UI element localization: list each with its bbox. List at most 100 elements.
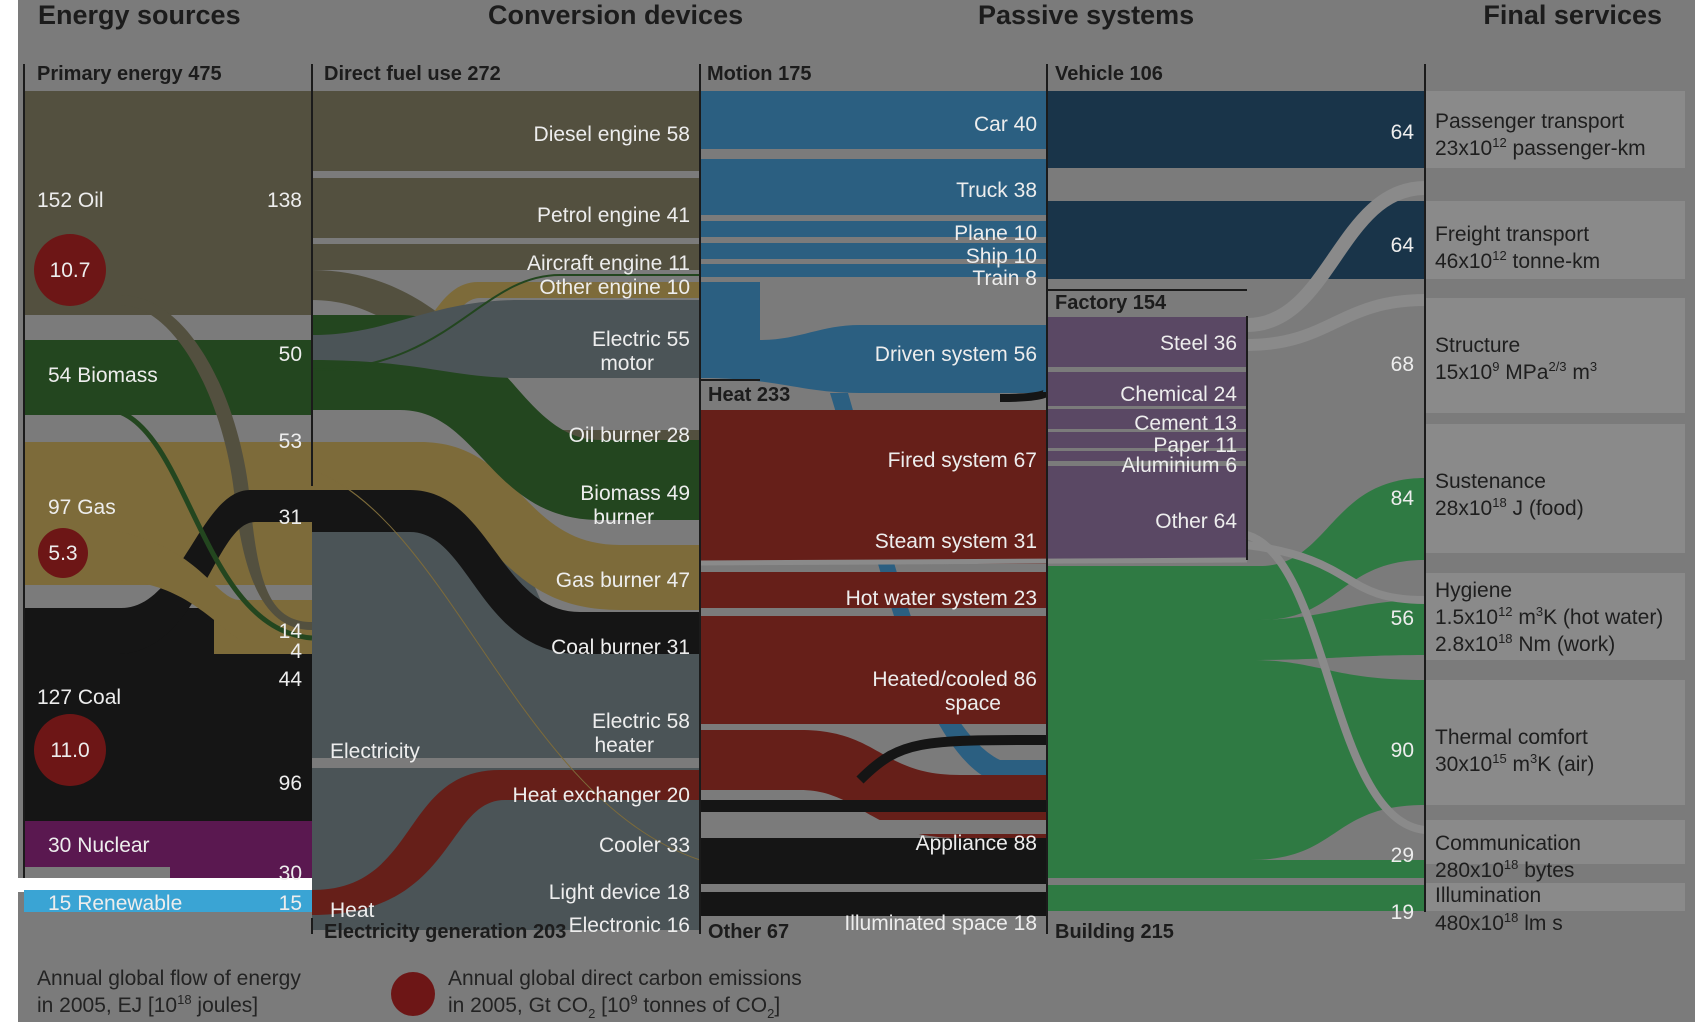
biomass-band <box>24 340 312 415</box>
label-plane: Plane 10 <box>954 222 1037 245</box>
label-nuclear: 30 Nuclear <box>48 834 150 857</box>
column-axes <box>23 64 1426 934</box>
service-box-communication <box>1425 820 1685 864</box>
header-other: Other 67 <box>708 921 789 943</box>
carbon-circle-legend <box>391 972 435 1016</box>
service-hygiene-name: Hygiene <box>1435 579 1512 602</box>
label-other: Other 64 <box>1155 510 1237 533</box>
label-electric-motor-2: motor <box>600 352 654 375</box>
label-truck: Truck 38 <box>956 179 1037 202</box>
carbon-circle-coal <box>34 714 106 786</box>
label-ship: Ship 10 <box>966 245 1037 268</box>
label-electricity: Electricity <box>330 740 420 763</box>
driven-system-ribbon <box>700 282 1047 393</box>
service-box-structure <box>1425 298 1685 413</box>
steel-to-structure-thread <box>1246 294 1426 351</box>
service-hygiene-unit: 1.5x1012 m3K (hot water) <box>1435 604 1663 629</box>
label-driven: Driven system 56 <box>875 343 1037 366</box>
sustenance-ribbon <box>1047 478 1425 620</box>
label-biomass: 54 Biomass <box>48 364 158 387</box>
hot-water-band <box>700 572 1047 608</box>
coal-band-upper <box>24 608 214 654</box>
light-device-band <box>430 860 700 888</box>
service-freight-name: Freight transport <box>1435 223 1589 246</box>
diesel-engine-band <box>312 91 700 171</box>
aircraft-engine-band <box>312 244 700 270</box>
plane-band <box>700 221 1047 237</box>
paper-band <box>1047 432 1247 448</box>
value-communication: 29 <box>1391 844 1414 867</box>
value-passenger: 64 <box>1391 121 1415 144</box>
label-heated: Heated/cooled 86 <box>872 668 1037 691</box>
label-cement: Cement 13 <box>1134 412 1237 435</box>
emission-coal: 11.0 <box>50 739 89 762</box>
legend-flow-line-2: in 2005, EJ [1018 joules] <box>37 992 258 1017</box>
passive-bands <box>700 91 1051 916</box>
gas-burner-thread <box>699 557 1248 566</box>
label-coal: 127 Coal <box>37 686 121 709</box>
value-coal-direct: 31 <box>279 506 302 529</box>
label-cooler: Cooler 33 <box>599 834 690 857</box>
label-paper: Paper 11 <box>1153 434 1237 457</box>
label-heat-exchanger: Heat exchanger 20 <box>513 784 690 807</box>
title-services: Final services <box>1483 0 1662 30</box>
coal-heat-thread <box>856 735 1048 784</box>
value-biomass-direct: 50 <box>279 343 302 366</box>
value-structure: 68 <box>1391 353 1414 376</box>
service-box-illumination <box>1425 883 1685 911</box>
coal-to-direct-ribbon <box>120 490 312 654</box>
service-structure-name: Structure <box>1435 334 1520 357</box>
fired-system-band <box>700 410 1047 518</box>
service-structure-unit: 15x109 MPa2/3 m3 <box>1435 359 1597 384</box>
label-appliance: Appliance 88 <box>916 832 1037 855</box>
gas-curve-ribbon <box>110 530 240 640</box>
label-oil: 152 Oil <box>37 189 104 212</box>
petrol-engine-band <box>312 178 700 238</box>
value-renewable-elec: 15 <box>279 892 302 915</box>
label-electronic: Electronic 16 <box>569 914 690 937</box>
header-elecgen: Electricity generation 203 <box>324 921 566 943</box>
label-fired: Fired system 67 <box>888 449 1037 472</box>
label-gas: 97 Gas <box>48 496 116 519</box>
header-motion: Motion 175 <box>707 63 811 85</box>
nuclear-band <box>24 821 312 867</box>
label-light-device: Light device 18 <box>549 881 690 904</box>
coal-appliance-band <box>700 800 1047 812</box>
electric-motor-ribbon <box>312 300 700 378</box>
service-box-passenger <box>1425 91 1685 168</box>
legend-background <box>18 897 318 1022</box>
illuminated-space-band <box>700 892 1047 916</box>
end-use-bands <box>699 91 1426 911</box>
label-petrol-engine: Petrol engine 41 <box>537 204 690 227</box>
service-boxes <box>1425 91 1685 911</box>
label-car: Car 40 <box>974 113 1037 136</box>
service-sustenance-name: Sustenance <box>1435 470 1546 493</box>
label-steel: Steel 36 <box>1160 332 1237 355</box>
chemical-band <box>1047 372 1247 406</box>
label-heat-flow: Heat <box>330 899 375 922</box>
label-steam: Steam system 31 <box>875 530 1037 553</box>
gas-thread <box>311 469 701 861</box>
ship-band <box>700 243 1047 259</box>
motor-gap <box>560 378 700 408</box>
title-sources: Energy sources <box>38 0 241 30</box>
legend-carbon-line-1: Annual global direct carbon emissions <box>448 967 802 990</box>
renewable-band <box>24 890 312 912</box>
value-hygiene: 56 <box>1391 607 1414 630</box>
label-coal-burner: Coal burner 31 <box>551 636 690 659</box>
heat-exchanger-ribbon <box>312 770 700 915</box>
label-heated-2: space <box>945 692 1001 715</box>
service-box-thermal <box>1425 680 1685 805</box>
aluminium-band <box>1047 451 1247 461</box>
value-illumination: 19 <box>1391 901 1414 924</box>
header-direct: Direct fuel use 272 <box>324 63 501 85</box>
service-box-sustenance <box>1425 424 1685 553</box>
illumination-band <box>1047 885 1425 911</box>
value-oil-elec: 14 <box>279 620 303 643</box>
other-appliance-band <box>700 838 1047 884</box>
carbon-circle-oil <box>34 234 106 306</box>
electronic-band <box>430 892 700 916</box>
label-other-engine: Other engine 10 <box>539 276 690 299</box>
